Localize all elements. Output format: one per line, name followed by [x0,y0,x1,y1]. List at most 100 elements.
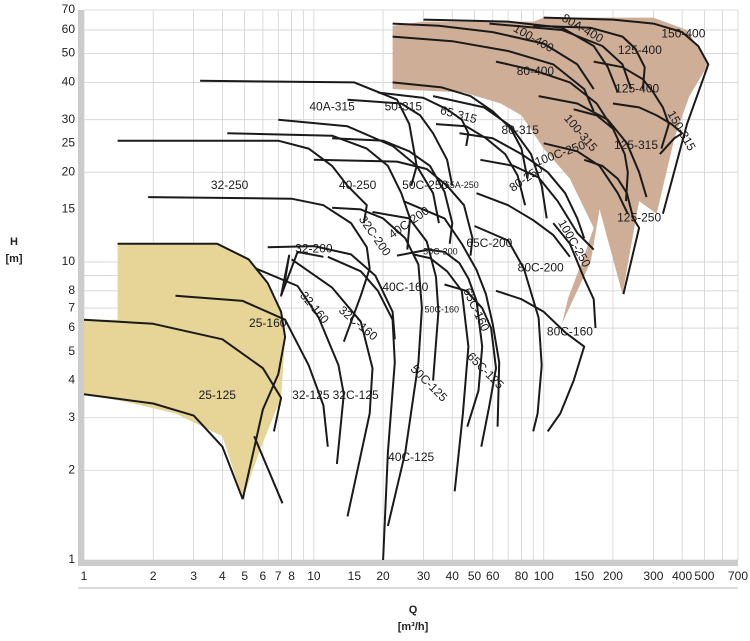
y-tick-label: 15 [62,202,76,216]
y-tick-label: 6 [68,320,75,334]
y-tick-label: 20 [62,164,76,178]
y-tick-label: 70 [62,2,76,16]
pump-curve [392,22,595,90]
pump-model-label: 40-250 [339,178,377,192]
y-tick-label: 40 [62,75,76,89]
x-tick-label: 50 [468,569,482,583]
pump-curve [593,60,670,149]
x-tick-label: 30 [417,569,431,583]
x-tick-label: 80 [515,569,529,583]
fill-layer [84,17,709,500]
pump-curve [552,222,597,329]
x-tick-label: 400 [672,569,692,583]
pump-model-label: 150-400 [661,27,705,41]
pump-model-label: 25-125 [199,388,237,402]
y-tick-label: 50 [62,46,76,60]
pump-curve [444,283,497,447]
pump-curve [200,79,418,187]
y-tick-label: 2 [68,462,75,476]
x-tick-label: 500 [694,569,714,583]
x-tick-label: 10 [307,569,321,583]
y-axis-bar [78,10,84,566]
x-tick-label: 5 [241,569,248,583]
pump-model-label: 40C-125 [388,450,434,464]
y-tick-label: 30 [62,112,76,126]
pump-curve [332,206,423,527]
x-tick-label: 150 [574,569,594,583]
pump-model-label: 40A-315 [309,100,355,114]
pump-curve [432,95,548,219]
x-tick-label: 3 [190,569,197,583]
pump-curve [278,118,440,224]
pump-curve [612,102,684,155]
pump-model-label: 32-200 [295,242,333,256]
x-tick-label: 40 [446,569,460,583]
pump-model-label: 125-250 [617,211,661,225]
pump-curve [402,200,501,427]
pump-curve [280,250,324,297]
x-tick-label: 2 [150,569,157,583]
x-tick-label: 7 [275,569,282,583]
y-tick-label: 60 [62,22,76,36]
pump-curve [392,81,529,179]
pump-model-label: 50C-160 [424,304,459,314]
y-tick-label: 25 [62,135,76,149]
pump-curve [435,123,527,206]
x-tick-label: 100 [534,569,554,583]
pump-model-label: 65A-250 [445,180,479,190]
pump-model-label: 125-400 [615,81,659,95]
pump-curve [583,158,641,295]
pump-model-label: 40C-160 [382,280,428,294]
pump-curve [474,225,543,432]
x-axis-title: Q [409,604,418,616]
pump-curve [313,158,474,256]
pump-curve [347,98,454,186]
y-tick-label: 3 [68,410,75,424]
pump-curve [253,435,284,504]
x-axis-bar [78,560,738,566]
y-axis-title: H [10,236,18,248]
x-tick-label: 8 [288,569,295,583]
x-tick-label: 15 [348,569,362,583]
pump-curve [538,95,648,198]
pump-curve [480,158,595,251]
x-tick-label: 1 [81,569,88,583]
pump-model-label: 25-160 [249,316,287,330]
pump-curve [543,16,710,215]
x-tick-label: 300 [643,569,663,583]
pump-curve [175,294,329,447]
y-tick-label: 8 [68,283,75,297]
y-tick-label: 1 [68,552,75,566]
pump-model-label: 65C-200 [466,236,512,250]
pump-curve [573,108,629,202]
pump-curve [495,60,614,130]
pump-curve [495,289,586,432]
pump-model-label: 32-125 [292,388,330,402]
pump-model-label: 80C-160 [547,325,593,339]
pump-curve [476,192,571,258]
pump-model-label: 32-250 [211,178,249,192]
pump-range-region [392,17,709,324]
pump-model-label: 50C-250 [402,178,448,192]
pump-model-label: 50C-200 [423,246,458,256]
x-tick-label: 4 [219,569,226,583]
pump-curve [117,139,368,224]
pump-curve [83,318,283,432]
pump-curve [392,35,595,112]
y-tick-label: 7 [68,300,75,314]
pump-model-label: 80C-200 [518,261,564,275]
x-tick-label: 20 [376,569,390,583]
x-tick-label: 700 [728,569,748,583]
y-tick-label: 10 [62,254,76,268]
pump-curve [412,253,470,492]
pump-model-label: 125-400 [618,43,662,57]
curve-layer [83,16,710,561]
pump-curve [332,137,454,244]
pump-curve [148,196,371,343]
pump-range-region [84,243,286,500]
pump-curve [489,22,633,90]
y-tick-label: 5 [68,344,75,358]
y-axis-unit: [m] [5,253,22,265]
